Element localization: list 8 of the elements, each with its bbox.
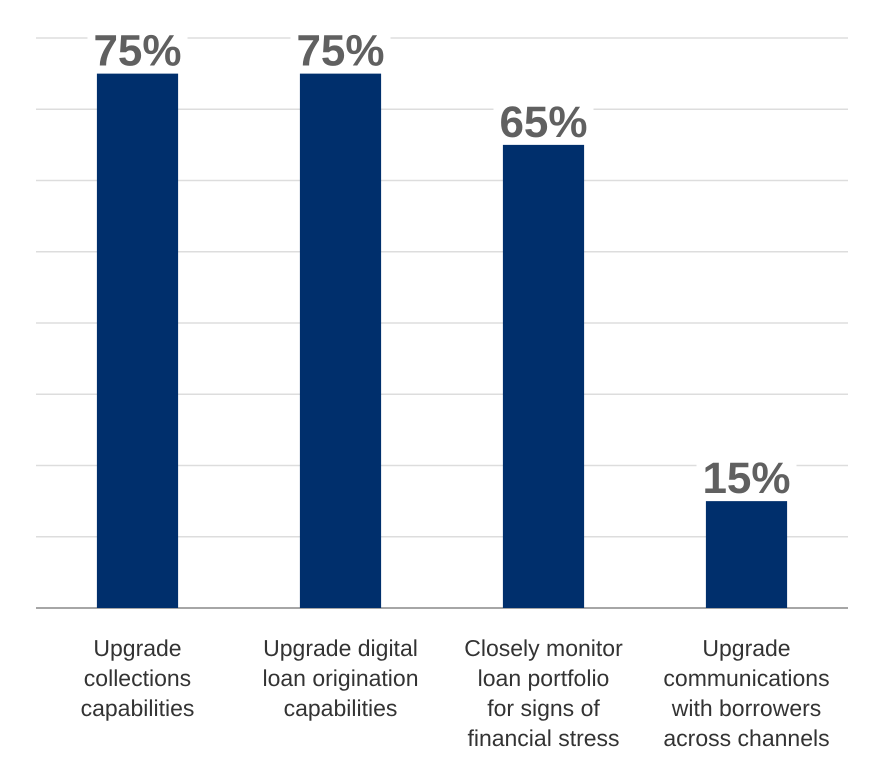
data-label: 65% — [499, 98, 588, 147]
x-tick-label: Upgrade collections capabilities — [80, 635, 194, 721]
data-label: 15% — [702, 454, 791, 504]
data-label: 75% — [296, 26, 385, 76]
x-tick-label: Closely monitor loan portfolio for signs of financial stress — [464, 635, 624, 751]
x-tick-label: Upgrade communications with borrowers across channels — [663, 635, 830, 751]
data-label: 75% — [93, 26, 182, 76]
x-tick-label: Upgrade digital loan origination capabilities — [262, 635, 419, 721]
